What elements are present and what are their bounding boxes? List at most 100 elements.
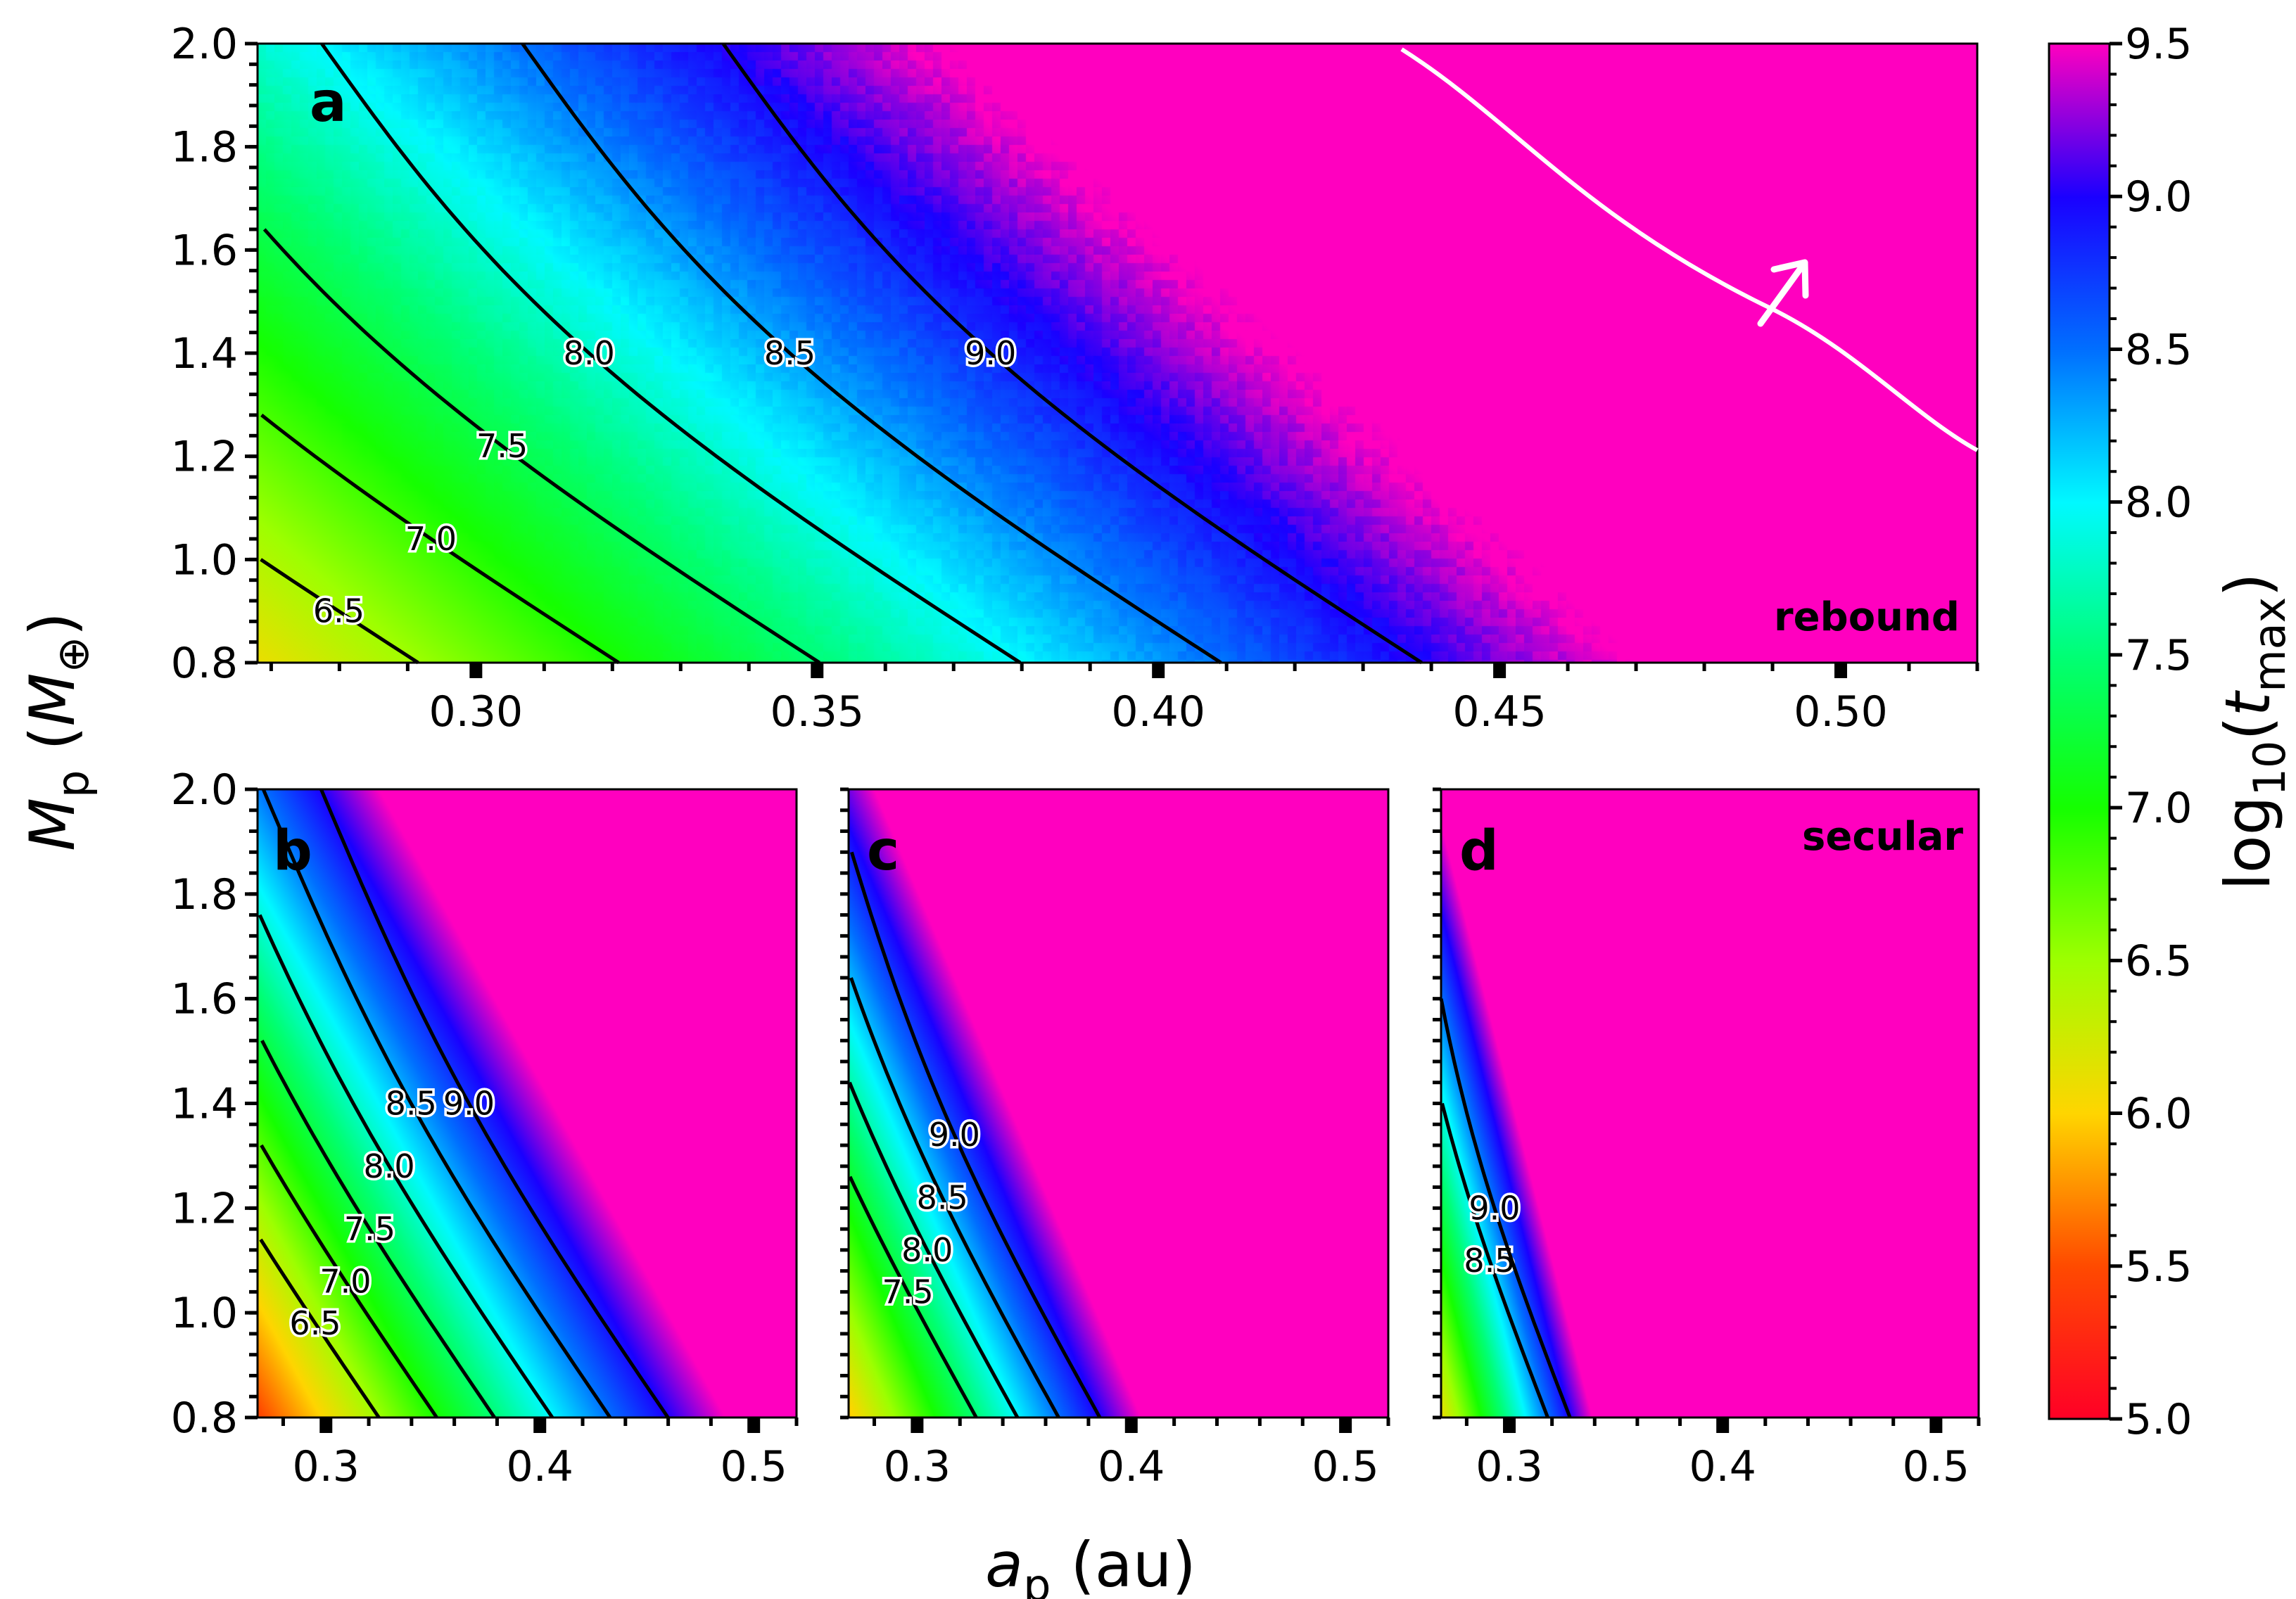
contour-label-a-7-5: 7.5	[476, 427, 528, 465]
colorbar-tick-label: 8.0	[2125, 478, 2192, 528]
contour-label-a-8-0: 8.0	[564, 334, 615, 372]
contour-label-a-8-5: 8.5	[764, 334, 816, 372]
contours-d: 8.59.0	[1439, 998, 1572, 1418]
panel-label-b: b	[273, 820, 312, 883]
colorbar-tick-label: 9.0	[2125, 172, 2192, 222]
contour-line-d-8-5	[1440, 1102, 1549, 1418]
contour-line-a-8-5	[521, 42, 1222, 665]
contour-label-c-7-5: 7.5	[882, 1273, 934, 1311]
contour-line-a-9-0	[721, 42, 1423, 665]
panel-label-c: c	[867, 820, 899, 883]
contours-c: 7.5 8.0 8.5 9.0	[848, 851, 1102, 1419]
contour-label-a-9-0: 9.0	[965, 334, 1016, 372]
contour-label-c-9-0: 9.0	[929, 1116, 980, 1154]
panel-tag-secular: secular	[1802, 814, 1963, 860]
contour-line-b-6-5	[259, 1238, 381, 1419]
contour-line-a-6-5	[260, 558, 419, 665]
contour-label-a-7-0: 7.0	[405, 520, 457, 558]
contour-label-b-8-5: 8.5	[386, 1085, 437, 1123]
contour-line-b-8-5	[261, 789, 612, 1419]
panel-tag-rebound: rebound	[1774, 594, 1960, 640]
contour-line-c-8-0	[848, 1081, 1020, 1419]
contour-line-d-9-0	[1439, 998, 1572, 1418]
colorbar-tick-label: 7.0	[2125, 784, 2192, 833]
contour-label-b-9-0: 9.0	[443, 1085, 495, 1123]
panel-a: 6.57.07.58.0 8.5 9.0 0.30 0.35 0.40 0.45 0.50 …	[171, 20, 1979, 737]
heatmap-a	[258, 44, 1977, 663]
colorbar-tick-label: 9.5	[2125, 20, 2192, 69]
contour-line-b-9-0	[319, 789, 670, 1419]
contour-label-d-8-5: 8.5	[1464, 1242, 1515, 1280]
contour-label-c-8-5: 8.5	[917, 1179, 968, 1217]
x-ticks-b: 0.3 0.4 0.5	[281, 1418, 799, 1491]
y-ticks-c	[840, 787, 849, 1420]
x-tick-label: 0.4	[1098, 1442, 1165, 1491]
contour-line-a-7-0	[260, 414, 620, 665]
y-tick-label: 1.2	[171, 433, 238, 482]
y-tick-label: 0.8	[171, 1394, 238, 1443]
contours-a: 6.5 7.0 7.5 8.0 8.5 9.0	[260, 42, 1423, 665]
contour-line-a-8-0	[320, 42, 1022, 665]
contour-line-c-8-5	[849, 977, 1060, 1419]
x-axis-label: ap (au)	[985, 1529, 1196, 1599]
colorbar-tick-label: 6.5	[2125, 936, 2192, 986]
x-tick-label: 0.35	[770, 687, 864, 737]
y-tick-label: 1.8	[171, 870, 238, 919]
y-tick-label: 1.8	[171, 123, 238, 172]
y-tick-label: 1.0	[171, 1289, 238, 1338]
panel-label-a: a	[310, 71, 347, 134]
x-ticks-c: 0.3 0.4 0.5	[873, 1418, 1390, 1491]
colorbar-ticks: 5.0 5.5 6.0 6.5 7.0 7.5 8.0 8.5 9.0 9.5	[2110, 20, 2192, 1444]
contour-line-b-7-0	[260, 1144, 438, 1419]
y-tick-label: 1.0	[171, 535, 238, 585]
x-ticks-a: 0.30 0.35 0.40 0.45 0.50	[269, 663, 1979, 737]
x-tick-label: 0.3	[1476, 1442, 1542, 1491]
contour-line-b-7-5	[260, 1040, 496, 1419]
frame-c	[847, 788, 1390, 1419]
colorbar-tick-label: 7.5	[2125, 631, 2192, 680]
colorbar-gradient	[2049, 44, 2110, 1419]
contour-label-a-6-5: 6.5	[313, 592, 364, 630]
y-axis-label: Mp (M⊕)	[16, 612, 99, 851]
contour-line-a-7-5	[262, 228, 821, 665]
y-ticks-b: 0.8 1.0 1.2 1.4 1.6 1.8 2.0	[171, 765, 258, 1443]
y-tick-label: 2.0	[171, 20, 238, 69]
x-tick-label: 0.45	[1452, 687, 1547, 737]
contour-label-c-8-0: 8.0	[901, 1231, 953, 1269]
heatmap-b	[258, 789, 797, 1418]
colorbar-frame	[2048, 42, 2111, 1420]
x-tick-label: 0.5	[1903, 1442, 1970, 1491]
x-tick-label: 0.50	[1794, 687, 1888, 737]
x-tick-label: 0.4	[507, 1442, 573, 1491]
heatmap-d	[1441, 789, 1979, 1418]
panel-c: 7.5 8.0 8.5 9.0 0.3 0.4 0.5 c	[840, 787, 1390, 1491]
arrow-icon	[1757, 259, 1809, 327]
heatmap-c	[849, 789, 1388, 1418]
x-tick-label: 0.3	[293, 1442, 360, 1491]
panel-label-d: d	[1459, 820, 1499, 883]
x-tick-label: 0.5	[720, 1442, 787, 1491]
contour-line-c-7-5	[848, 1176, 978, 1419]
y-ticks-d	[1433, 787, 1441, 1420]
frame-b	[256, 788, 798, 1419]
white-boundary-line	[1400, 47, 1979, 452]
frame-a	[256, 42, 1979, 664]
x-tick-label: 0.4	[1689, 1442, 1756, 1491]
x-tick-label: 0.5	[1312, 1442, 1378, 1491]
y-tick-label: 1.4	[171, 329, 238, 378]
colorbar-label: log10(tmax)	[2212, 573, 2295, 890]
colorbar-tick-label: 5.0	[2125, 1395, 2192, 1444]
contour-line-c-9-0	[850, 851, 1102, 1419]
contour-line-b-8-0	[258, 914, 554, 1419]
contours-b: 6.57.0 7.5 8.0 8.5 9.0	[258, 789, 670, 1419]
y-tick-label: 0.8	[171, 639, 238, 688]
y-tick-label: 1.4	[171, 1080, 238, 1129]
y-tick-label: 1.2	[171, 1184, 238, 1233]
contour-label-b-7-0: 7.0	[319, 1263, 371, 1301]
colorbar-tick-label: 8.5	[2125, 325, 2192, 374]
y-tick-label: 1.6	[171, 226, 238, 275]
colorbar-tick-label: 6.0	[2125, 1090, 2192, 1139]
colorbar: 5.0 5.5 6.0 6.5 7.0 7.5 8.0 8.5 9.0 9.5 log10(tma…	[2048, 20, 2295, 1444]
x-ticks-d: 0.3 0.4 0.5	[1464, 1418, 1981, 1491]
